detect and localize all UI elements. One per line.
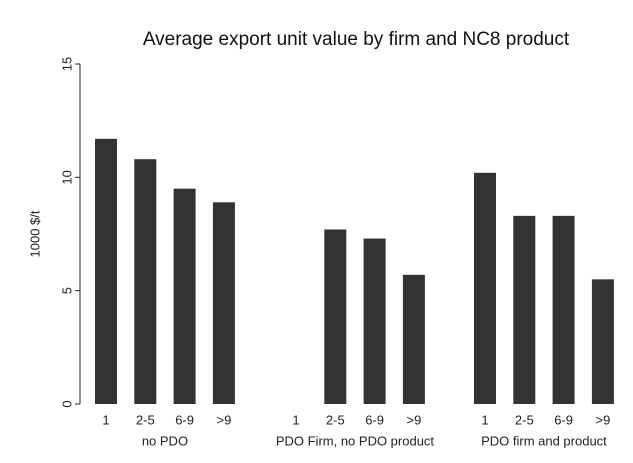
x-tick-label: 6-9 (365, 412, 384, 427)
bar (591, 279, 614, 404)
x-tick-label: 1 (292, 412, 299, 427)
bar (363, 238, 386, 404)
bar (173, 188, 196, 404)
group-label: PDO Firm, no PDO product (276, 433, 435, 448)
x-tick-label: 6-9 (554, 412, 573, 427)
bar (402, 274, 425, 404)
x-tick-label: 1 (481, 412, 488, 427)
chart-title: Average export unit value by firm and NC… (143, 29, 570, 50)
x-tick-label: 2-5 (515, 412, 534, 427)
group-label: no PDO (142, 433, 188, 448)
x-tick-label: 6-9 (175, 412, 194, 427)
x-tick-label: >9 (406, 412, 421, 427)
x-tick-label: 1 (102, 412, 109, 427)
y-tick-label: 0 (59, 400, 74, 407)
bar (212, 202, 235, 404)
bar (513, 215, 536, 404)
y-tick-label: 10 (59, 170, 74, 184)
x-tick-label: >9 (216, 412, 231, 427)
x-tick-label: >9 (595, 412, 610, 427)
y-tick-label: 5 (59, 287, 74, 294)
bar (474, 172, 496, 404)
y-tick-label: 15 (59, 57, 74, 71)
bar (95, 138, 117, 405)
bar (324, 229, 347, 404)
bar (552, 215, 575, 404)
y-axis-label: 1000 $/t (27, 210, 42, 257)
x-tick-label: 2-5 (136, 412, 155, 427)
group-label: PDO firm and product (481, 433, 607, 448)
bar (134, 159, 157, 404)
x-tick-label: 2-5 (326, 412, 345, 427)
